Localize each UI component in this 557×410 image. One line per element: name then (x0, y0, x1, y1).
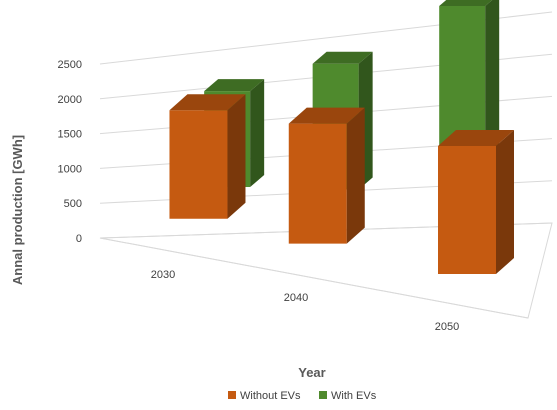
x-axis-title: Year (298, 365, 325, 380)
bar-with-evs-2030-top (204, 79, 265, 92)
bar-with-evs-2050-top (439, 0, 493, 7)
legend-label-without-evs: Without EVs (240, 390, 301, 402)
bar-without-evs-2040-top (288, 107, 365, 124)
x-axis-ticks: 2030 2040 2050 (151, 269, 459, 333)
y-axis-title: Annal production [GWh] (10, 135, 25, 285)
bar-with-evs-2040-top (312, 51, 373, 64)
bar-with-evs-2030-side (250, 79, 265, 188)
legend-swatch-without-evs (228, 391, 236, 399)
bar-without-evs-2050-top (438, 130, 514, 146)
bar-without-evs-2040-side (346, 107, 365, 244)
floor-front-edge (99, 237, 529, 319)
legend: Without EVs With EVs (228, 390, 377, 402)
bar-without-evs-2040 (288, 107, 365, 244)
y-tick-label-1000: 1000 (58, 163, 82, 175)
y-tick-label-0: 0 (76, 233, 82, 245)
bar-without-evs-2030-top (169, 94, 246, 111)
bar-without-evs-2050-front (438, 146, 496, 274)
bar-without-evs-2040-front (288, 123, 347, 244)
legend-label-with-evs: With EVs (331, 390, 377, 402)
y-tick-label-1500: 1500 (58, 129, 82, 141)
y-tick-label-500: 500 (64, 198, 82, 210)
y-axis-ticks: 0 500 1000 1500 2000 2500 (58, 59, 82, 245)
bar-without-evs-2050-side (496, 130, 514, 274)
legend-swatch-with-evs (319, 391, 327, 399)
y-tick-label-2500: 2500 (58, 59, 82, 71)
x-tick-label-2040: 2040 (284, 292, 308, 304)
x-tick-label-2030: 2030 (151, 269, 175, 281)
bar-without-evs-2030-side (227, 94, 246, 219)
x-tick-label-2050: 2050 (435, 321, 459, 333)
y-tick-label-2000: 2000 (58, 94, 82, 106)
bar-without-evs-2030 (169, 94, 246, 219)
bar-without-evs-2050 (438, 130, 514, 274)
bars (169, 0, 514, 274)
bar-without-evs-2030-front (169, 110, 228, 219)
